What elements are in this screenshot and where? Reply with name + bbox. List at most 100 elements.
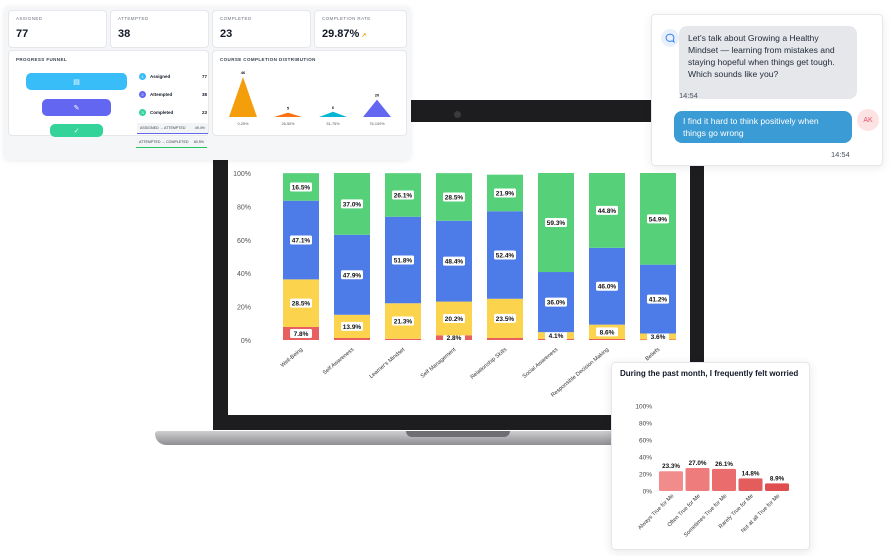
data-label-bg (443, 192, 465, 202)
y-tick-label: 60% (237, 238, 251, 245)
funnel-legend-row: 3 Completed 23 (139, 107, 207, 117)
data-label-group: 41.2% (647, 294, 669, 304)
data-label-group: 37.0% (341, 199, 363, 209)
data-label: 52.4% (496, 252, 515, 259)
distribution-peak (363, 99, 391, 117)
data-label-group: 47.9% (341, 270, 363, 280)
data-label-group: 3.6% (647, 331, 669, 341)
panel-title: COURSE COMPLETION DISTRIBUTION (220, 57, 316, 62)
data-label-bg (596, 281, 618, 291)
data-label: 13.9% (343, 324, 362, 331)
peak-value-label: 20 (375, 93, 380, 98)
data-label-group: 8.6% (596, 327, 618, 337)
step-count: 38 (201, 91, 207, 97)
data-label-bg (290, 235, 312, 245)
data-label-bg (290, 298, 312, 308)
data-label-bg (392, 316, 414, 326)
distribution-peak (319, 111, 347, 117)
stat-assigned: ASSIGNED 77 (8, 10, 107, 48)
range-label: 51-75% (326, 122, 340, 126)
data-label: 59.3% (547, 220, 566, 227)
bar (738, 478, 763, 491)
y-tick-label: 20% (237, 305, 251, 312)
stat-label: ATTEMPTED (118, 16, 149, 21)
stat-value-text: 29.87% (322, 28, 360, 40)
laptop-base (155, 431, 762, 445)
category-label: Self Awareness (322, 347, 355, 376)
data-label-group: 54.9% (647, 214, 669, 224)
data-label: 3.6% (651, 334, 666, 341)
data-label: 36.0% (547, 300, 566, 307)
data-label: 47.1% (292, 238, 311, 245)
data-label-bg (647, 294, 669, 304)
panel-title: PROGRESS FUNNEL (16, 57, 68, 62)
step-name: Assigned (150, 73, 171, 79)
user-message: I find it hard to think positively when … (674, 111, 852, 143)
data-label-group: 46.0% (596, 281, 618, 291)
funnel-bar-attempted[interactable]: ✎ (42, 99, 111, 116)
data-label-bg (545, 331, 567, 341)
data-label: 8.6% (600, 329, 615, 336)
stat-value: 77 (16, 28, 29, 40)
assignment-icon: ▤ (73, 78, 80, 86)
data-label-group: 21.9% (494, 188, 516, 198)
data-label-bg (494, 188, 516, 198)
bar-segment (334, 337, 370, 340)
data-label-group: 59.3% (545, 218, 567, 228)
stat-value: 23 (220, 28, 233, 40)
bar (685, 468, 710, 491)
worried-survey-card: During the past month, I frequently felt… (611, 362, 810, 550)
data-label-group: 51.8% (392, 255, 414, 265)
category-label: Responsible Decision Making (550, 347, 610, 399)
data-label: 47.9% (343, 272, 362, 279)
y-tick-label: 100% (635, 404, 652, 411)
chat-card: Let's talk about Growing a Healthy Minds… (651, 14, 883, 166)
category-label: Well-Being (280, 347, 305, 369)
bar-segment (385, 338, 421, 340)
data-label-bg (443, 256, 465, 266)
funnel-bar-assigned[interactable]: ▤ (26, 73, 127, 90)
check-icon: ✓ (73, 127, 80, 135)
data-label: 28.5% (445, 194, 464, 201)
ratio-label: ATTEMPTED → COMPLETED (139, 140, 189, 144)
bar-segment (589, 338, 625, 340)
ratio-value: 49.4% (194, 126, 205, 130)
data-label-bg (341, 270, 363, 280)
funnel-legend-row: 2 Attempted 38 (139, 89, 207, 99)
step-count: 77 (201, 73, 207, 79)
chat-bubble-icon (661, 29, 679, 47)
data-label: 26.1% (394, 192, 413, 199)
y-tick-label: 40% (237, 271, 251, 278)
stat-completed: COMPLETED 23 (212, 10, 311, 48)
data-label: 21.3% (394, 319, 413, 326)
data-label-bg (443, 313, 465, 323)
ratio-label: ASSIGNED → ATTEMPTED (140, 126, 186, 130)
funnel-bar-completed[interactable]: ✓ (50, 124, 103, 137)
y-tick-label: 60% (639, 438, 652, 445)
data-label: 4.1% (549, 333, 564, 340)
category-label: Social Awareness (522, 347, 560, 380)
data-label: 26.1% (715, 461, 733, 468)
data-label-bg (341, 199, 363, 209)
data-label-group: 48.4% (443, 256, 465, 266)
data-label: 48.4% (445, 259, 464, 266)
data-label: 44.8% (598, 208, 617, 215)
peak-value-label: 6 (332, 105, 335, 110)
step-number: 3 (139, 108, 146, 116)
range-label: 26-50% (281, 122, 295, 126)
data-label-group: 47.1% (290, 235, 312, 245)
trend-up-icon: ↗ (361, 33, 367, 39)
data-label: 27.0% (689, 460, 707, 467)
stat-completion-rate: COMPLETION RATE 29.87% ↗ (314, 10, 407, 48)
stat-value: 38 (118, 28, 131, 40)
step-name: Attempted (150, 91, 173, 97)
stat-label: COMPLETED (220, 16, 252, 21)
dashboard-card: ASSIGNED 77 ATTEMPTED 38 COMPLETED 23 CO… (4, 6, 411, 160)
peak-value-label: 46 (241, 70, 246, 75)
stat-label: ASSIGNED (16, 16, 43, 21)
step-name: Completed (150, 109, 174, 115)
data-label-bg (596, 327, 618, 337)
conversion-ratio-row: ATTEMPTED → COMPLETED 60.5% (136, 137, 207, 148)
y-tick-label: 20% (639, 472, 652, 479)
